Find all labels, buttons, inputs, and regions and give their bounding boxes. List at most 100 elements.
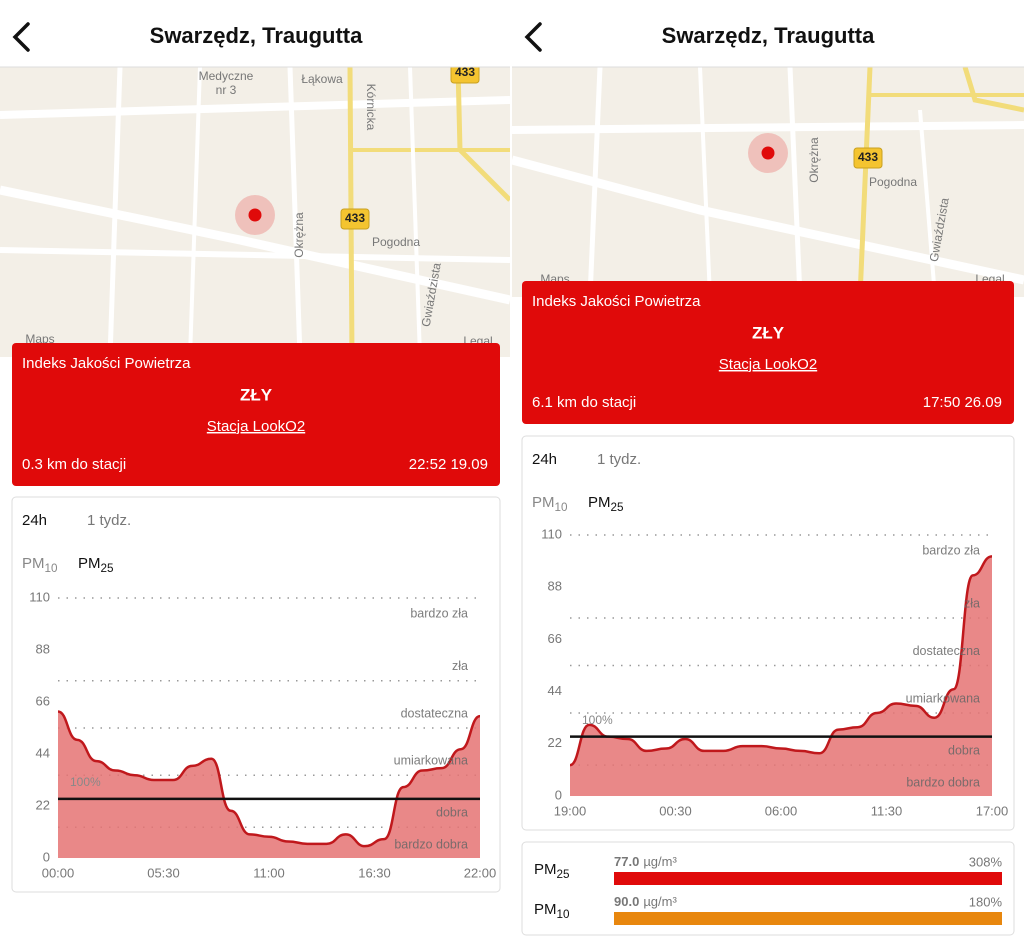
measurement-time: 17:50 26.09 (923, 394, 1002, 411)
road (512, 155, 1024, 285)
range-tab[interactable]: 24h (22, 512, 47, 529)
concentration-value: 90.0 (614, 894, 639, 909)
map-label: Okrężna (807, 137, 821, 183)
pollutant-base: PM (534, 901, 557, 918)
range-tab[interactable]: 24h (532, 451, 557, 468)
road (962, 67, 1024, 113)
aqi-title: Indeks Jakości Powietrza (22, 355, 191, 372)
road (188, 67, 202, 357)
concentration-unit: µg/m³ (643, 854, 677, 869)
aqi-level: ZŁY (240, 385, 273, 404)
pollutant-tab[interactable]: PM25 (588, 494, 624, 514)
map-label: Pogodna (869, 175, 917, 189)
x-tick-label: 00:00 (42, 865, 75, 880)
pollutant-sub: 10 (555, 501, 569, 514)
location-marker[interactable] (248, 208, 262, 222)
map-label: Pogodna (372, 235, 420, 249)
map-label: Kórnicka (364, 84, 378, 131)
band-label: bardzo zła (410, 606, 468, 620)
aqi-card (522, 281, 1014, 424)
concentration-unit: µg/m³ (643, 894, 677, 909)
road (287, 67, 303, 357)
x-tick-label: 11:00 (253, 865, 285, 880)
back-button[interactable] (524, 22, 542, 52)
road-number: 433 (455, 65, 475, 79)
map-label: Okrężna (292, 212, 306, 258)
road (698, 67, 712, 297)
area-line (57, 710, 481, 848)
aqi-title: Indeks Jakości Powietrza (532, 293, 701, 310)
y-tick-label: 88 (36, 641, 50, 656)
road-number: 433 (345, 211, 365, 225)
header (512, 0, 1024, 67)
band-label: dobra (436, 806, 468, 820)
road (512, 121, 1024, 134)
band-label: bardzo dobra (906, 775, 980, 789)
band-label: dobra (948, 743, 980, 757)
pollutant-tab[interactable]: PM10 (22, 555, 58, 575)
x-tick-label: 16:30 (358, 865, 391, 880)
header (0, 0, 510, 67)
summary-card (521, 841, 1015, 936)
band-label: umiarkowana (394, 754, 468, 768)
map-label: Maps (25, 332, 54, 346)
x-tick-label: 00:30 (659, 803, 692, 818)
pollutant-name[interactable]: PM10 (534, 901, 570, 921)
road (787, 67, 803, 297)
pollutant-sub: 25 (557, 868, 571, 881)
y-tick-label: 0 (555, 787, 562, 802)
pollutant-sub: 10 (557, 908, 571, 921)
range-tab[interactable]: 1 tydz. (87, 512, 131, 529)
x-tick-label: 17:00 (976, 803, 1009, 818)
pollutant-base: PM (22, 555, 45, 572)
x-tick-label: 11:30 (871, 803, 903, 818)
back-button[interactable] (12, 22, 30, 52)
road-badge (450, 67, 480, 84)
band-label: zła (964, 596, 980, 610)
norm-label: 100% (70, 775, 101, 789)
area-line (569, 555, 993, 767)
aqi-card (12, 343, 500, 486)
y-tick-label: 44 (36, 745, 50, 760)
y-tick-label: 44 (548, 683, 562, 698)
station-link[interactable]: Stacja LookO2 (719, 356, 817, 373)
y-tick-label: 110 (541, 526, 562, 541)
pollutant-tab[interactable]: PM25 (78, 555, 114, 575)
norm-bar (614, 912, 1002, 925)
band-label: umiarkowana (906, 691, 980, 705)
location-marker[interactable] (761, 146, 775, 160)
road (408, 67, 422, 357)
band-label: dostateczna (401, 706, 468, 720)
header-title: Swarzędz, Traugutta (150, 23, 363, 48)
x-tick-label: 22:00 (464, 865, 497, 880)
road (857, 67, 873, 297)
map-label: Medyczne (199, 69, 254, 83)
band-label: dostateczna (913, 644, 980, 658)
pollutant-name[interactable]: PM25 (534, 861, 570, 881)
range-tab[interactable]: 1 tydz. (597, 451, 641, 468)
y-tick-label: 88 (548, 579, 562, 594)
pollutant-tab[interactable]: PM10 (532, 494, 568, 514)
header-title: Swarzędz, Traugutta (662, 23, 875, 48)
station-link[interactable]: Stacja LookO2 (207, 418, 305, 435)
aqi-level: ZŁY (752, 323, 785, 342)
y-tick-label: 66 (548, 631, 562, 646)
road-badge (340, 208, 370, 230)
y-tick-label: 66 (36, 693, 50, 708)
road (107, 67, 123, 357)
y-tick-label: 110 (29, 589, 50, 604)
map-label: Łąkowa (301, 72, 343, 86)
norm-percent: 308% (969, 854, 1003, 869)
y-tick-label: 22 (548, 735, 562, 750)
area-fill (58, 711, 480, 858)
pollutant-base: PM (534, 861, 557, 878)
pollutant-base: PM (532, 494, 555, 511)
band-label: bardzo zła (922, 543, 980, 557)
x-tick-label: 05:30 (147, 865, 180, 880)
pollutant-sub: 25 (611, 501, 625, 514)
norm-percent: 180% (969, 894, 1003, 909)
road-badge (853, 147, 883, 169)
station-distance: 0.3 km do stacji (22, 456, 126, 473)
